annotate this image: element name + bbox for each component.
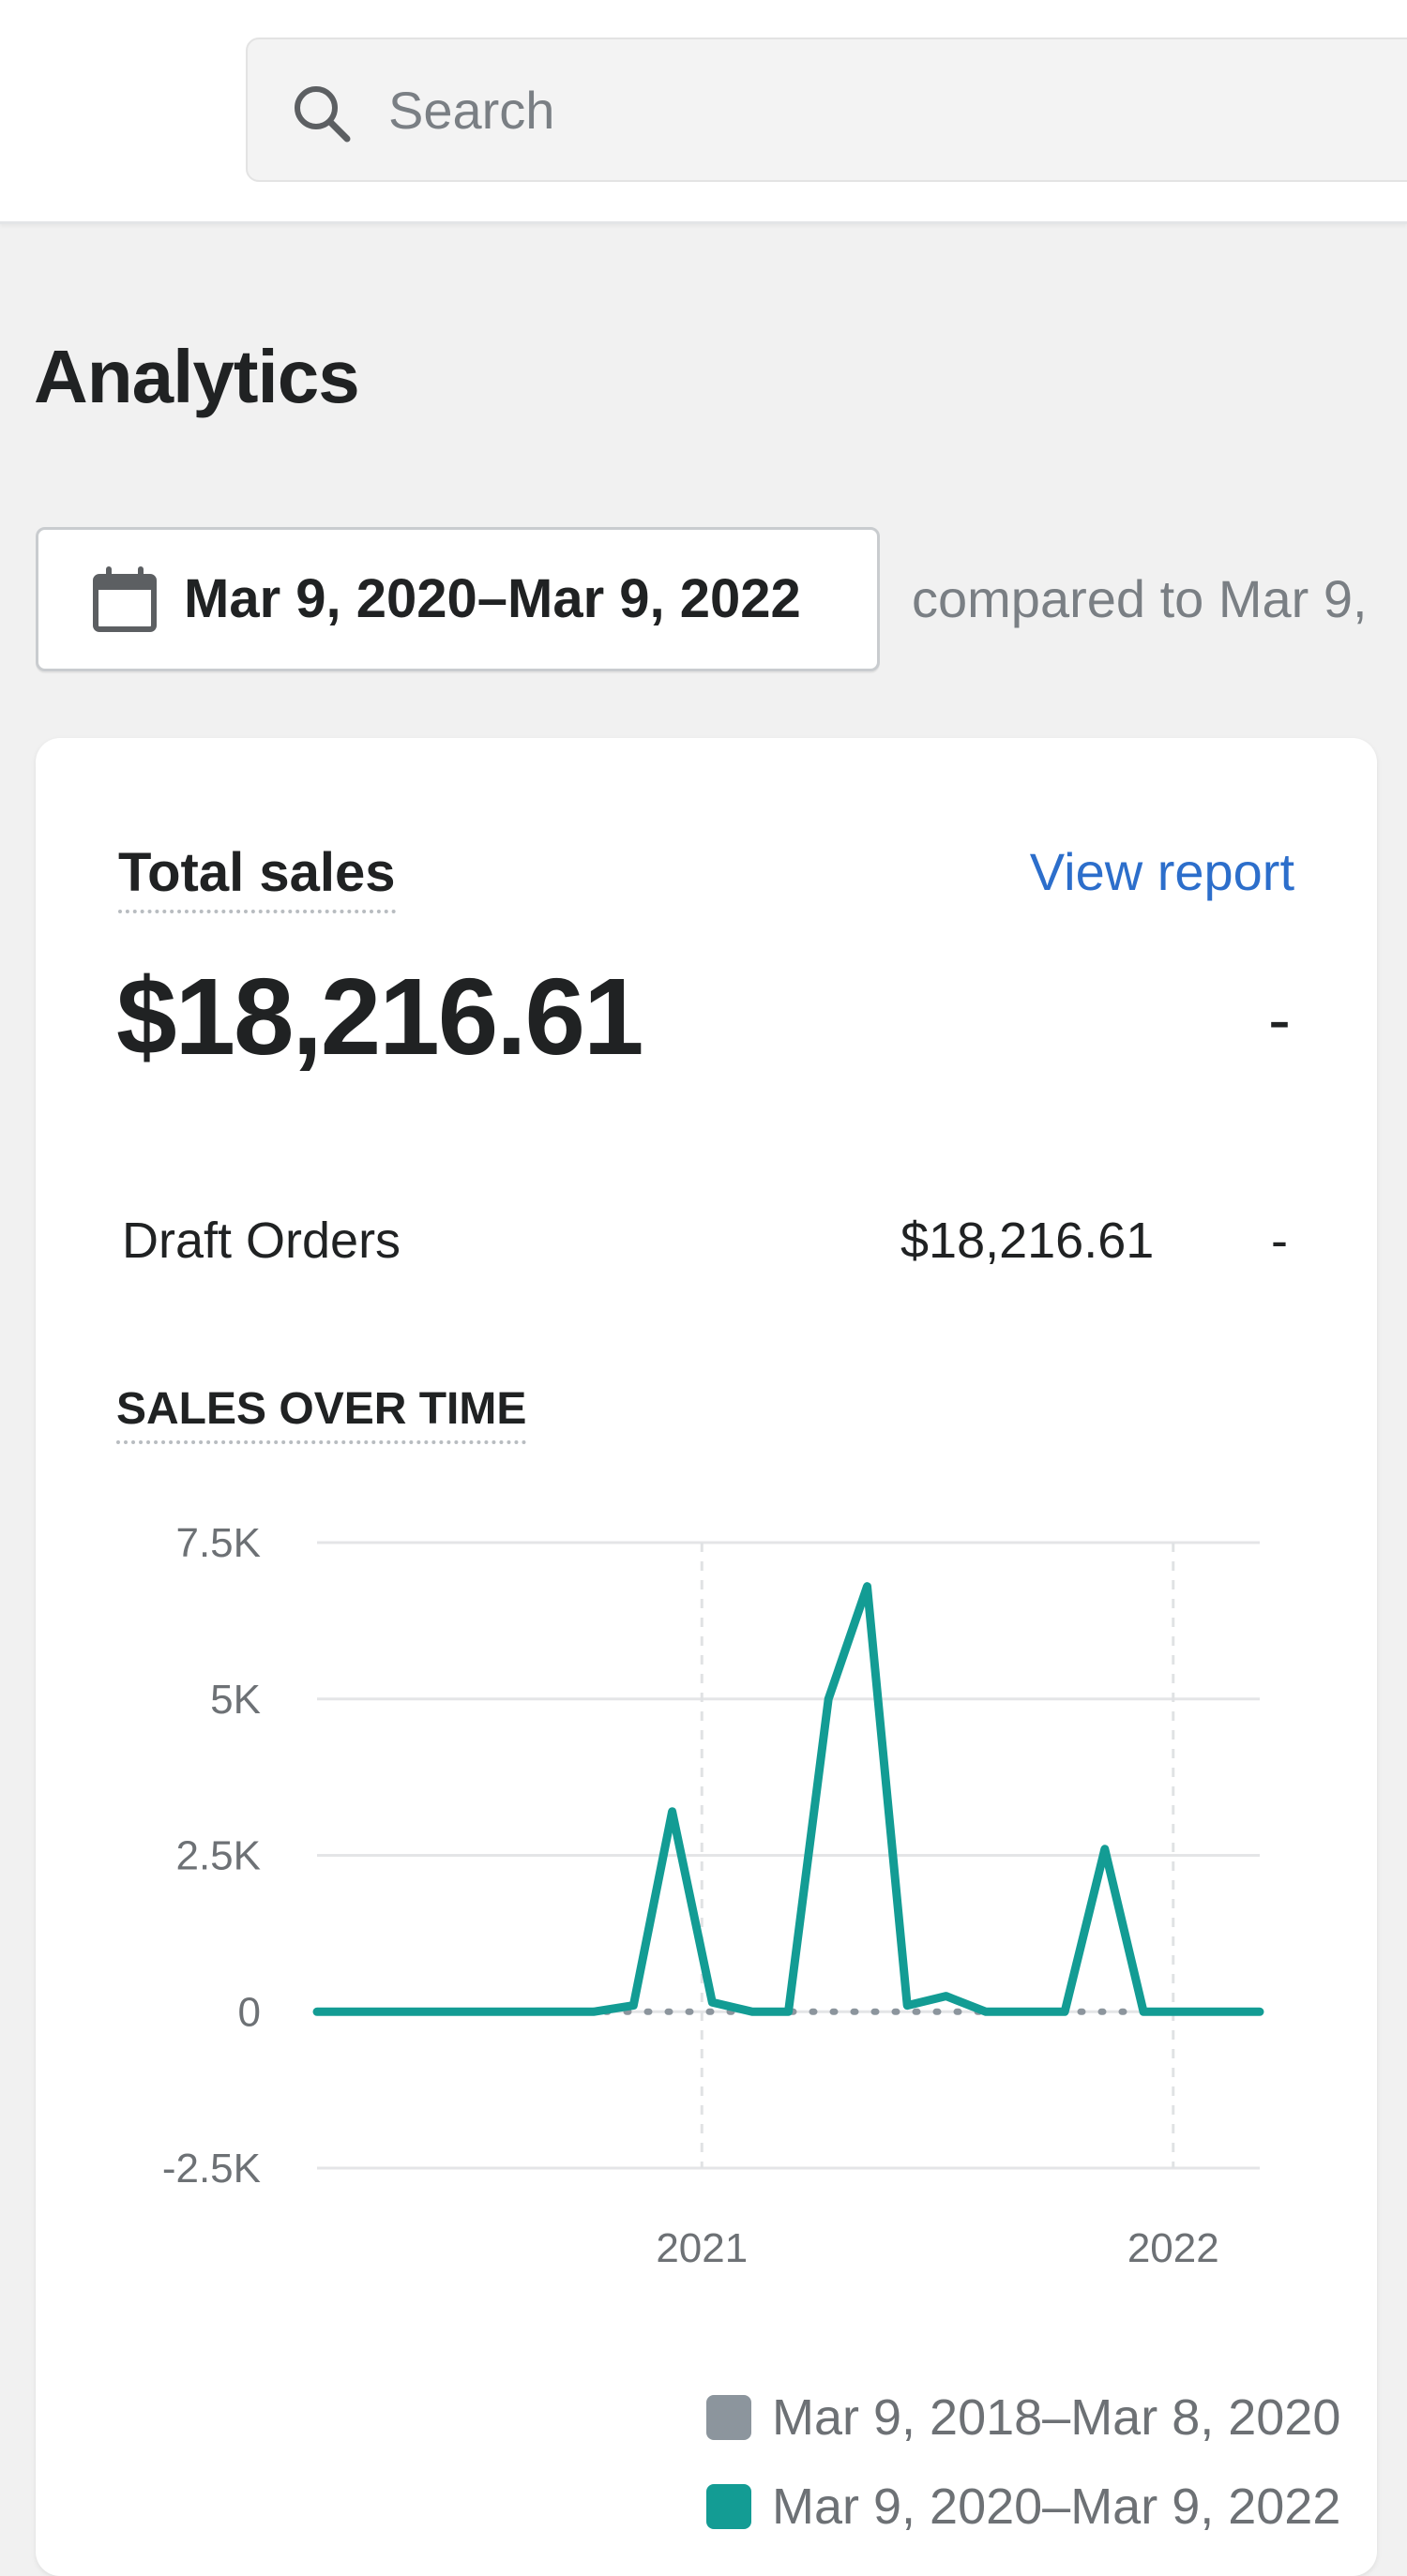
legend-label-previous: Mar 9, 2018–Mar 8, 2020 — [772, 2389, 1341, 2446]
legend-item-current[interactable]: Mar 9, 2020–Mar 9, 2022 — [706, 2478, 1340, 2536]
breakdown-change: - — [1271, 1213, 1288, 1269]
comparison-range-text: compared to Mar 9, — [912, 569, 1368, 628]
y-tick-label: 5K — [210, 1677, 261, 1723]
x-tick-label: 2021 — [656, 2225, 748, 2271]
view-report-link[interactable]: View report — [1029, 842, 1294, 901]
date-range-label: Mar 9, 2020–Mar 9, 2022 — [184, 568, 801, 629]
y-tick-label: 7.5K — [175, 1520, 261, 1566]
calendar-icon — [93, 566, 157, 632]
total-sales-value: $18,216.61 — [116, 956, 644, 1077]
y-tick-label: 2.5K — [175, 1833, 261, 1879]
legend-item-previous[interactable]: Mar 9, 2018–Mar 8, 2020 — [706, 2388, 1340, 2447]
total-sales-card: Total sales View report $18,216.61 - Dra… — [36, 738, 1377, 2576]
legend-swatch-previous — [706, 2395, 751, 2440]
search-box[interactable] — [246, 38, 1407, 182]
x-tick-label: 2022 — [1127, 2225, 1219, 2271]
page-title: Analytics — [34, 335, 360, 418]
sales-over-time-chart: 7.5K 5K 2.5K 0 -2.5K 2021 2022 — [162, 1520, 1264, 2271]
y-tick-label: 0 — [238, 1989, 261, 2035]
sales-over-time-title: SALES OVER TIME — [116, 1383, 527, 1444]
search-icon — [295, 86, 351, 143]
legend-swatch-current — [706, 2484, 751, 2529]
total-sales-change: - — [1268, 983, 1291, 1058]
search-input[interactable] — [388, 68, 1326, 152]
y-tick-label: -2.5K — [162, 2146, 261, 2192]
top-bar — [0, 0, 1407, 224]
legend-label-current: Mar 9, 2020–Mar 9, 2022 — [772, 2478, 1341, 2535]
breakdown-label: Draft Orders — [122, 1213, 401, 1269]
card-title: Total sales — [118, 841, 396, 913]
date-range-button[interactable]: Mar 9, 2020–Mar 9, 2022 — [36, 527, 880, 671]
breakdown-value: $18,216.61 — [900, 1213, 1155, 1269]
series-line-current — [312, 1582, 1264, 2016]
